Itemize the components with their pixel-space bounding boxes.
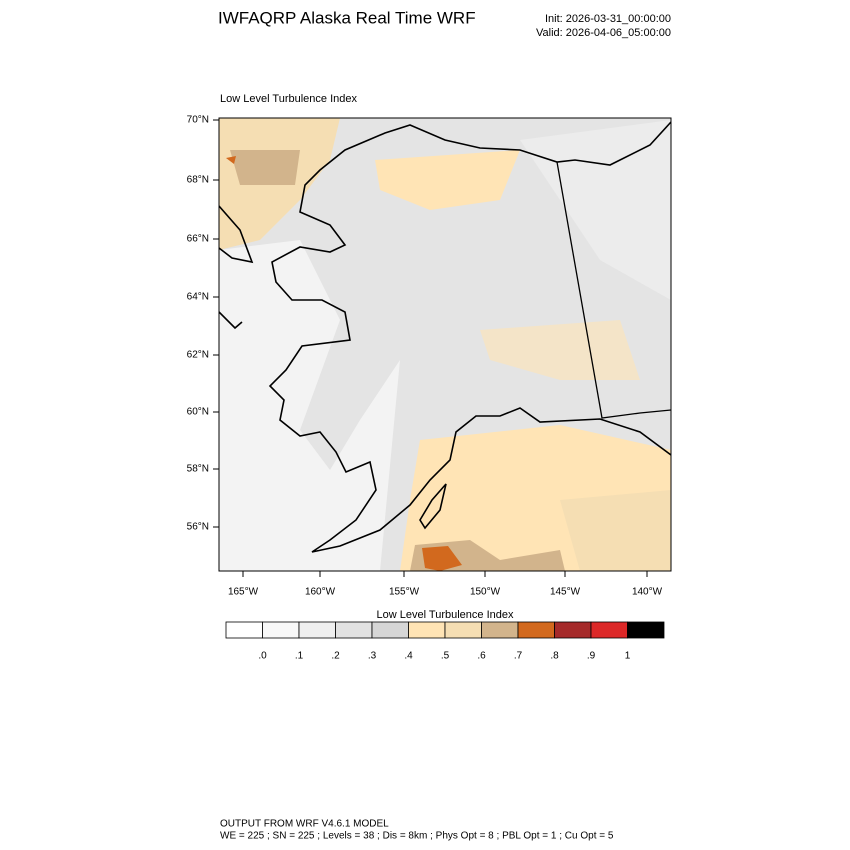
map-title: Low Level Turbulence Index <box>220 93 357 105</box>
field-high <box>230 150 300 185</box>
lon-label: 140°W <box>632 587 663 598</box>
colorbar-box <box>335 621 373 639</box>
lat-labels: 70°N 68°N 66°N 64°N 62°N 60°N 58°N 56°N <box>187 115 219 533</box>
colorbar-label: .1 <box>295 651 304 662</box>
lon-label: 155°W <box>389 587 420 598</box>
field-low <box>219 240 400 571</box>
lat-label: 68°N <box>187 175 209 186</box>
colorbar-box <box>444 621 482 639</box>
colorbar-label: .9 <box>587 651 596 662</box>
lat-label: 56°N <box>187 522 209 533</box>
lat-label: 70°N <box>187 115 209 126</box>
field-very-high <box>226 156 236 164</box>
colorbar: .0 .1 .2 .3 .4 .5 .6 .7 .8 .9 1 <box>225 621 665 662</box>
init-time: Init: 2026-03-31_00:00:00 <box>545 13 671 25</box>
lat-label: 64°N <box>187 292 209 303</box>
colorbar-label: 1 <box>625 651 631 662</box>
map <box>218 117 672 572</box>
border <box>556 161 671 419</box>
colorbar-label: .3 <box>368 651 377 662</box>
field-moderate <box>480 320 640 380</box>
lon-label: 165°W <box>228 587 259 598</box>
colorbar-box <box>408 621 446 639</box>
lon-label: 150°W <box>470 587 501 598</box>
lat-label: 62°N <box>187 350 209 361</box>
colorbar-box <box>298 621 336 639</box>
footer-line: WE = 225 ; SN = 225 ; Levels = 38 ; Dis … <box>220 831 614 842</box>
map-frame <box>218 117 672 572</box>
colorbar-box <box>371 621 409 639</box>
colorbar-label: .2 <box>331 651 340 662</box>
colorbar-box <box>481 621 519 639</box>
colorbar-label: .5 <box>441 651 450 662</box>
colorbar-label: .4 <box>404 651 413 662</box>
lat-label: 58°N <box>187 464 209 475</box>
colorbar-title: Low Level Turbulence Index <box>377 609 514 621</box>
colorbar-box <box>262 621 300 639</box>
colorbar-label: .6 <box>477 651 486 662</box>
lat-label: 66°N <box>187 234 209 245</box>
colorbar-box <box>225 621 263 639</box>
lon-label: 145°W <box>550 587 581 598</box>
footer-line: OUTPUT FROM WRF V4.6.1 MODEL <box>220 819 389 830</box>
field-moderate <box>375 150 520 210</box>
field-moderate <box>560 490 671 571</box>
lon-labels: 165°W 160°W 155°W 150°W 145°W 140°W <box>228 571 663 598</box>
colorbar-box <box>554 621 592 639</box>
field-very-high <box>422 546 462 571</box>
coastline <box>219 121 671 553</box>
colorbar-label: .0 <box>258 651 267 662</box>
colorbar-label: .8 <box>550 651 559 662</box>
lon-label: 160°W <box>305 587 336 598</box>
colorbar-box <box>627 621 665 639</box>
lat-label: 60°N <box>187 407 209 418</box>
colorbar-label: .7 <box>514 651 523 662</box>
title: IWFAQRP Alaska Real Time WRF <box>218 8 476 27</box>
colorbar-box <box>517 621 555 639</box>
valid-time: Valid: 2026-04-06_05:00:00 <box>536 27 671 39</box>
colorbar-box <box>590 621 628 639</box>
